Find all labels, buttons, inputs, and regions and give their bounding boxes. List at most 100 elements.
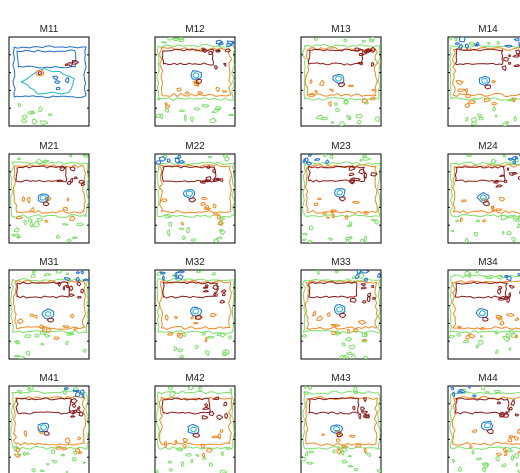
contour-speck bbox=[517, 215, 520, 220]
contour-speck bbox=[516, 223, 520, 229]
contour-speck bbox=[206, 335, 215, 339]
contour-speck bbox=[375, 116, 380, 123]
contour-speck bbox=[69, 285, 74, 292]
contour-speck bbox=[176, 332, 184, 339]
panel-title: M21 bbox=[39, 141, 59, 152]
contour-speck bbox=[62, 285, 66, 291]
contour-speck bbox=[346, 224, 353, 228]
contour-speck bbox=[377, 272, 381, 278]
panel-grid: M11 M12 M13 M14 M21 M22 M23 M24 M31 M32 M33 M34 M41 M… bbox=[8, 24, 520, 473]
contour-speck bbox=[70, 398, 78, 404]
contour-speck bbox=[351, 275, 356, 280]
contour-speck bbox=[507, 437, 513, 443]
contour-lines bbox=[10, 270, 89, 359]
contour-accent bbox=[481, 77, 488, 84]
contour-speck bbox=[471, 121, 477, 126]
contour-lines bbox=[302, 37, 381, 126]
contour-speck bbox=[209, 410, 215, 417]
contour-speck bbox=[508, 61, 512, 65]
contour-speck bbox=[457, 390, 463, 394]
contour-speck bbox=[502, 335, 511, 343]
contour-speck bbox=[215, 86, 220, 93]
contour-speck bbox=[65, 272, 70, 276]
contour-speck bbox=[328, 237, 334, 241]
contour-inner-small bbox=[46, 317, 54, 323]
panel-m32: M32 bbox=[154, 257, 236, 360]
panel-title: M31 bbox=[39, 257, 59, 268]
contour-speck bbox=[308, 450, 314, 454]
contour-speck bbox=[504, 449, 508, 457]
contour-speck bbox=[69, 410, 76, 415]
contour-speck bbox=[345, 236, 351, 241]
contour-inner-small bbox=[338, 196, 346, 202]
contour-speck bbox=[66, 238, 72, 242]
contour-speck bbox=[70, 415, 76, 418]
contour-speck bbox=[38, 324, 44, 329]
contour-outer bbox=[10, 277, 89, 334]
contour-speck bbox=[483, 97, 491, 103]
contour-speck bbox=[329, 88, 334, 92]
contour-speck bbox=[330, 323, 337, 327]
contour-speck bbox=[506, 167, 510, 171]
contour-accent bbox=[335, 75, 343, 82]
panel-title: M14 bbox=[478, 24, 498, 35]
contour-speck bbox=[77, 451, 83, 455]
contour-speck bbox=[455, 219, 460, 223]
contour-speck bbox=[504, 274, 509, 278]
contour-speck bbox=[475, 344, 479, 349]
contour-speck bbox=[517, 176, 520, 180]
contour-speck bbox=[203, 289, 209, 293]
contour-speck bbox=[304, 157, 309, 163]
contour-speck bbox=[219, 469, 228, 473]
contour-speck bbox=[41, 325, 45, 332]
panel-m12: M12 bbox=[154, 24, 236, 127]
contour-speck bbox=[73, 326, 79, 331]
contour-speck bbox=[175, 276, 180, 280]
contour-speck bbox=[206, 448, 213, 453]
contour-speck bbox=[308, 386, 313, 390]
contour-speck bbox=[371, 88, 376, 92]
panel-m41: M41 bbox=[8, 373, 90, 473]
contour-speck bbox=[40, 120, 49, 125]
contour-lines bbox=[449, 37, 520, 126]
contour-speck bbox=[207, 155, 213, 159]
panel-m13: M13 bbox=[300, 24, 382, 127]
contour-speck bbox=[304, 386, 307, 389]
contour-speck bbox=[315, 114, 323, 120]
contour-speck bbox=[348, 84, 354, 87]
contour-speck bbox=[459, 37, 466, 43]
contour-speck bbox=[168, 221, 173, 227]
contour-speck bbox=[468, 100, 476, 105]
contour-outer bbox=[449, 44, 520, 101]
contour-speck bbox=[190, 458, 194, 464]
contour-speck bbox=[458, 43, 463, 49]
contour-speck bbox=[360, 286, 367, 290]
contour-speck bbox=[43, 273, 52, 277]
contour-speck bbox=[31, 118, 38, 125]
contour-speck bbox=[492, 106, 497, 112]
contour-speck bbox=[25, 451, 30, 456]
contour-speck bbox=[516, 470, 520, 473]
contour-speck bbox=[155, 113, 161, 118]
contour-speck bbox=[363, 211, 369, 215]
contour-speck bbox=[512, 54, 520, 58]
contour-speck bbox=[344, 214, 349, 220]
contour-speck bbox=[371, 218, 376, 222]
contour-speck bbox=[75, 276, 80, 282]
contour-speck bbox=[321, 433, 325, 436]
contour-speck bbox=[167, 332, 174, 336]
contour-speck bbox=[178, 227, 185, 231]
contour-speck bbox=[32, 220, 40, 228]
contour-speck bbox=[365, 452, 372, 458]
contour-speck bbox=[515, 462, 519, 467]
contour-speck bbox=[27, 218, 33, 222]
contour-speck bbox=[484, 391, 490, 394]
contour-inner bbox=[16, 281, 70, 299]
contour-speck bbox=[491, 101, 498, 106]
contour-speck bbox=[313, 37, 318, 42]
contour-speck bbox=[355, 443, 362, 448]
contour-inner-small bbox=[194, 314, 202, 320]
contour-speck bbox=[330, 209, 337, 213]
contour-speck bbox=[18, 103, 22, 108]
